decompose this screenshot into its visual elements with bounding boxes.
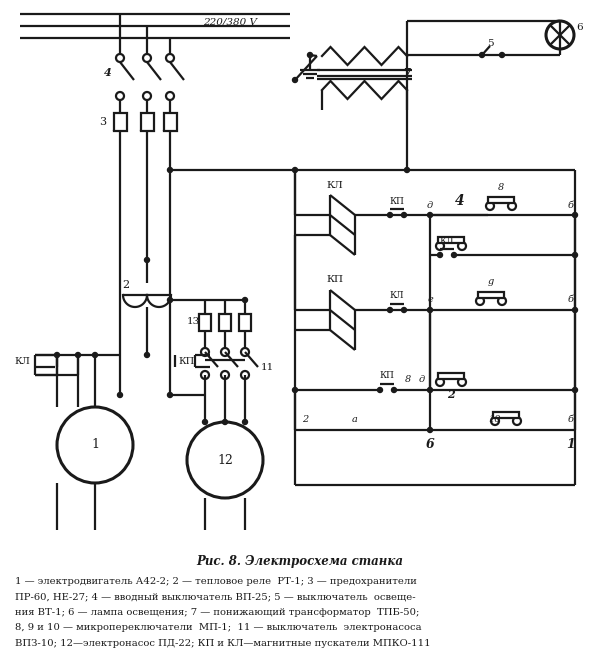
Circle shape bbox=[293, 168, 298, 172]
Text: КЛ: КЛ bbox=[390, 292, 404, 300]
Circle shape bbox=[203, 420, 208, 424]
Bar bbox=[438, 373, 464, 379]
Circle shape bbox=[388, 212, 392, 218]
Text: 3: 3 bbox=[100, 117, 107, 127]
Text: 11: 11 bbox=[260, 362, 274, 372]
Circle shape bbox=[377, 388, 383, 392]
Circle shape bbox=[479, 53, 485, 57]
Circle shape bbox=[452, 252, 457, 258]
Text: КЛ: КЛ bbox=[440, 236, 454, 246]
Circle shape bbox=[145, 352, 149, 358]
Text: 220/380 V: 220/380 V bbox=[203, 17, 257, 27]
Text: 2: 2 bbox=[122, 280, 130, 290]
Bar bbox=[199, 314, 211, 330]
Circle shape bbox=[437, 252, 443, 258]
Text: ПР-60, НЕ-27; 4 — вводный выключатель ВП-25; 5 — выключатель  освеще-: ПР-60, НЕ-27; 4 — вводный выключатель ВП… bbox=[15, 593, 416, 601]
Bar bbox=[219, 314, 231, 330]
Circle shape bbox=[427, 428, 433, 432]
Text: КП: КП bbox=[380, 372, 394, 380]
Text: КП: КП bbox=[389, 196, 404, 206]
Circle shape bbox=[118, 392, 122, 398]
Bar bbox=[438, 237, 464, 243]
Bar bbox=[478, 292, 504, 298]
Text: КП: КП bbox=[326, 276, 343, 284]
Text: б: б bbox=[568, 200, 574, 210]
Text: д: д bbox=[419, 376, 425, 384]
Circle shape bbox=[427, 308, 433, 312]
Circle shape bbox=[223, 420, 227, 424]
Text: ВПЗ-10; 12—электронасос ПД-22; КП и КЛ—магнитные пускатели МПКО-111: ВПЗ-10; 12—электронасос ПД-22; КП и КЛ—м… bbox=[15, 639, 431, 648]
Text: КЛ: КЛ bbox=[14, 358, 30, 366]
Text: ния ВТ-1; 6 — лампа освещения; 7 — понижающий трансформатор  ТПБ-50;: ния ВТ-1; 6 — лампа освещения; 7 — пониж… bbox=[15, 608, 419, 617]
Text: КЛ: КЛ bbox=[326, 180, 343, 190]
Text: 8: 8 bbox=[405, 376, 411, 384]
Text: 6: 6 bbox=[577, 23, 583, 31]
Circle shape bbox=[392, 388, 397, 392]
Circle shape bbox=[572, 212, 577, 218]
Circle shape bbox=[404, 168, 409, 172]
Circle shape bbox=[55, 352, 59, 358]
Circle shape bbox=[242, 298, 248, 302]
Circle shape bbox=[572, 388, 577, 392]
Text: 1 — электродвигатель А42-2; 2 — тепловое реле  РТ-1; 3 — предохранители: 1 — электродвигатель А42-2; 2 — тепловое… bbox=[15, 577, 417, 586]
Text: е: е bbox=[427, 296, 433, 304]
Bar bbox=[493, 412, 519, 418]
Circle shape bbox=[167, 298, 173, 302]
Text: 7: 7 bbox=[403, 67, 411, 77]
Circle shape bbox=[388, 308, 392, 312]
Circle shape bbox=[401, 308, 407, 312]
Circle shape bbox=[427, 388, 433, 392]
Text: 1: 1 bbox=[91, 438, 99, 452]
Circle shape bbox=[572, 308, 577, 312]
Bar bbox=[113, 113, 127, 131]
Circle shape bbox=[293, 388, 298, 392]
Circle shape bbox=[401, 212, 407, 218]
Text: 4: 4 bbox=[104, 67, 112, 77]
Circle shape bbox=[308, 53, 313, 57]
Circle shape bbox=[167, 168, 173, 172]
Text: 6: 6 bbox=[425, 438, 434, 450]
Text: a: a bbox=[352, 416, 358, 424]
Text: б: б bbox=[568, 416, 574, 424]
Text: g: g bbox=[488, 278, 494, 286]
Circle shape bbox=[145, 258, 149, 262]
Text: 12: 12 bbox=[217, 454, 233, 466]
Text: 2: 2 bbox=[447, 388, 455, 400]
Circle shape bbox=[242, 420, 248, 424]
Bar bbox=[140, 113, 154, 131]
Text: 10: 10 bbox=[489, 416, 501, 424]
Circle shape bbox=[293, 77, 298, 83]
Circle shape bbox=[92, 352, 97, 358]
Text: КП: КП bbox=[179, 358, 195, 366]
Text: 8: 8 bbox=[498, 182, 504, 192]
Bar bbox=[488, 197, 514, 203]
Text: 8, 9 и 10 — микропереключатели  МП-1;  11 — выключатель  электронасоса: 8, 9 и 10 — микропереключатели МП-1; 11 … bbox=[15, 623, 422, 633]
Circle shape bbox=[499, 53, 505, 57]
Circle shape bbox=[167, 392, 173, 398]
Text: 4: 4 bbox=[455, 194, 465, 208]
Text: б: б bbox=[568, 296, 574, 304]
Circle shape bbox=[572, 252, 577, 258]
Text: 13: 13 bbox=[187, 318, 200, 326]
Bar bbox=[163, 113, 176, 131]
Circle shape bbox=[427, 212, 433, 218]
Text: 2: 2 bbox=[302, 416, 308, 424]
Text: 1: 1 bbox=[566, 438, 575, 450]
Text: 5: 5 bbox=[487, 39, 493, 49]
Bar bbox=[239, 314, 251, 330]
Text: Рис. 8. Электросхема станка: Рис. 8. Электросхема станка bbox=[197, 555, 404, 569]
Circle shape bbox=[76, 352, 80, 358]
Text: д: д bbox=[427, 200, 433, 210]
